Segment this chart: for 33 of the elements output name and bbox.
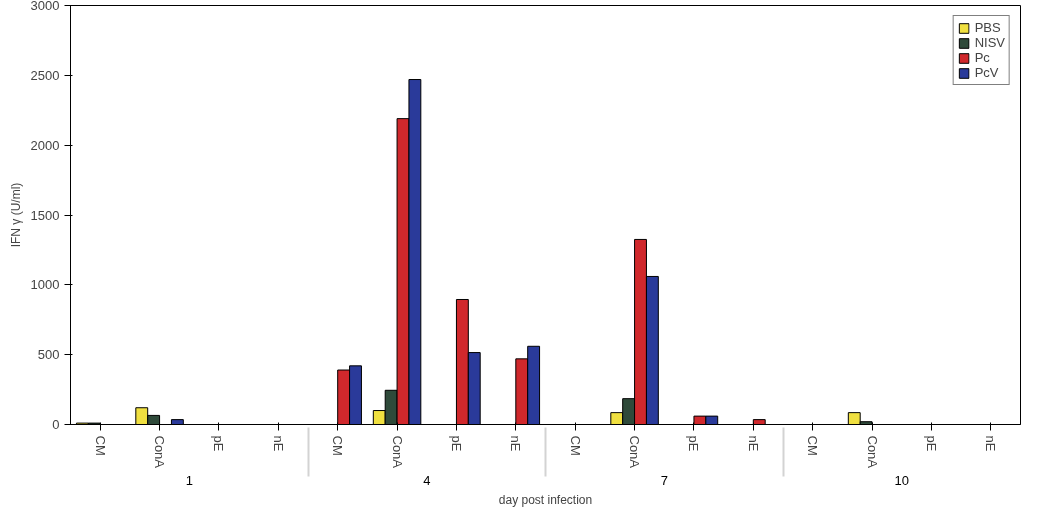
x-tick-label: nE: [270, 435, 286, 452]
x-tick-label: ConA: [864, 435, 880, 469]
x-tick-label: pE: [448, 435, 464, 452]
legend-label: PcV: [974, 65, 999, 80]
x-tick-label: pE: [686, 435, 702, 452]
x-tick-label: nE: [745, 435, 761, 452]
x-axis-title: day post infection: [498, 493, 593, 508]
x-tick-label: pE: [923, 435, 939, 452]
x-tick-label: nE: [508, 435, 524, 452]
x-tick-label: CM: [330, 435, 346, 456]
text: 1: [185, 473, 193, 489]
y-tick-label: 2500: [30, 67, 60, 83]
y-tick-label: 0: [52, 417, 60, 432]
y-tick-label: 1000: [30, 277, 60, 293]
x-tick-label: ConA: [627, 435, 643, 469]
y-tick-label: 500: [37, 347, 60, 363]
x-tick-label: CM: [805, 435, 821, 456]
text: 4: [423, 473, 431, 489]
x-tick-label: CM: [92, 435, 108, 456]
y-tick-label: 1500: [30, 207, 60, 223]
legend-label: PBS: [974, 20, 1001, 35]
x-tick-label: pE: [211, 435, 227, 452]
text: 7: [660, 473, 668, 489]
text: 10: [894, 473, 909, 489]
x-tick-label: CM: [567, 435, 583, 456]
x-tick-label: ConA: [152, 435, 168, 469]
y-axis-title: IFN γ (U/ml): [8, 182, 23, 248]
x-tick-label: nE: [983, 435, 999, 452]
y-tick-label: 2000: [30, 137, 60, 153]
x-tick-label: ConA: [389, 435, 405, 469]
legend-label: NISV: [974, 35, 1005, 50]
legend-label: Pc: [974, 50, 991, 65]
y-tick-label: 3000: [30, 0, 60, 13]
